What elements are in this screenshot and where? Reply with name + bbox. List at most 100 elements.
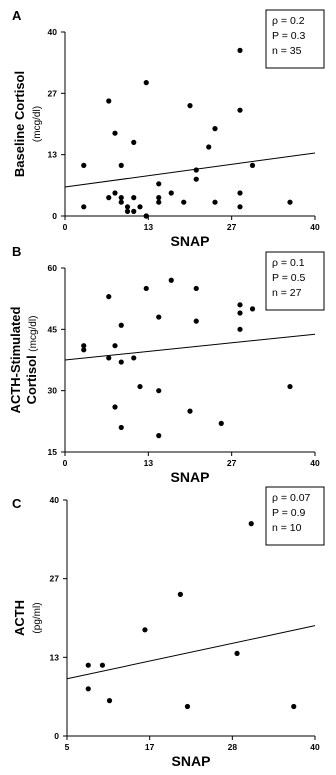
data-point — [118, 322, 124, 328]
data-point — [168, 190, 174, 196]
data-point — [118, 424, 124, 431]
data-point — [177, 591, 183, 598]
x-tick-label: 5 — [65, 742, 70, 752]
data-point — [237, 310, 243, 316]
data-point — [212, 126, 218, 132]
y-tick-label: 30 — [48, 386, 58, 396]
data-point — [112, 343, 118, 349]
x-tick-label: 0 — [63, 222, 68, 232]
stats-box — [265, 251, 325, 311]
y-axis-unit: (pg/ml) — [32, 602, 43, 633]
data-point — [131, 139, 137, 145]
x-tick-label: 0 — [63, 458, 68, 468]
stats-line: n = 35 — [272, 45, 302, 57]
data-point — [81, 204, 87, 210]
stats-line: P = 0.5 — [272, 272, 306, 284]
data-point — [106, 294, 112, 300]
y-tick-label: 45 — [48, 324, 58, 334]
x-axis-label: SNAP — [171, 469, 210, 485]
y-tick-label: 13 — [48, 150, 58, 160]
data-point — [118, 162, 124, 168]
data-point — [237, 302, 243, 308]
data-point — [287, 199, 293, 205]
y-tick-label: 60 — [48, 263, 58, 273]
data-point — [112, 190, 118, 196]
stats-line: ρ = 0.1 — [272, 257, 305, 269]
stats-line: ρ = 0.07 — [272, 492, 311, 504]
data-point — [156, 433, 162, 439]
x-tick-label: 17 — [145, 742, 155, 752]
x-tick-label: 13 — [144, 222, 154, 232]
data-point — [142, 627, 148, 633]
x-tick-label: 27 — [227, 222, 237, 232]
data-point — [99, 662, 106, 668]
panel-label: B — [12, 244, 21, 259]
y-axis-unit: (mcg/dl) — [28, 316, 39, 352]
y-tick-label: 40 — [50, 495, 60, 505]
stats-line: P = 0.9 — [272, 507, 306, 519]
data-point — [237, 107, 243, 113]
data-point — [206, 144, 212, 150]
y-tick-label: 27 — [48, 88, 58, 98]
data-point — [112, 130, 118, 136]
data-point — [156, 181, 162, 187]
data-point — [131, 355, 137, 361]
y-tick-label: 0 — [52, 211, 57, 221]
data-point — [181, 199, 187, 205]
data-point — [81, 343, 87, 349]
data-point — [131, 208, 137, 214]
stats-line: n = 10 — [272, 522, 302, 534]
data-point — [124, 204, 131, 210]
y-tick-label: 40 — [48, 27, 58, 37]
data-point — [156, 314, 162, 320]
trend-line — [64, 152, 316, 188]
x-tick-label: 40 — [310, 742, 320, 752]
data-point — [184, 703, 191, 710]
stats-line: n = 27 — [272, 287, 302, 299]
data-point — [237, 326, 243, 332]
y-axis-label: ACTH — [12, 600, 27, 636]
stats-box — [265, 9, 325, 69]
data-point — [234, 650, 240, 657]
data-point — [249, 306, 256, 312]
data-point — [237, 204, 243, 210]
data-point — [131, 195, 137, 201]
data-point — [137, 204, 143, 210]
data-point — [106, 195, 112, 201]
data-point — [124, 208, 131, 214]
data-point — [237, 190, 243, 196]
panel-label: C — [12, 496, 22, 511]
data-point — [118, 195, 124, 201]
stats-line: ρ = 0.2 — [272, 15, 305, 27]
data-point — [118, 359, 124, 365]
x-tick-label: 13 — [144, 458, 154, 468]
data-point — [112, 404, 118, 410]
x-axis-label: SNAP — [172, 753, 211, 769]
x-tick-label: 27 — [227, 458, 237, 468]
data-point — [248, 521, 254, 527]
data-point — [156, 388, 162, 394]
data-point — [168, 277, 174, 283]
y-axis-label-main: Cortisol — [24, 352, 39, 405]
data-point — [118, 199, 124, 205]
data-point — [156, 195, 162, 201]
x-tick-label: 40 — [310, 458, 320, 468]
data-point — [137, 383, 143, 390]
stats-line: P = 0.3 — [272, 30, 306, 42]
trend-line — [64, 333, 316, 361]
data-point — [287, 383, 293, 390]
panel-label: A — [12, 8, 22, 23]
data-point — [143, 80, 149, 86]
data-point — [85, 686, 91, 692]
data-point — [106, 98, 112, 104]
y-axis-label-line2: Cortisol (mcg/dl) — [24, 316, 39, 405]
data-point — [218, 420, 224, 426]
data-point — [249, 162, 256, 168]
data-point — [187, 103, 193, 109]
data-point — [143, 285, 149, 292]
data-point — [237, 47, 243, 54]
y-axis-label: ACTH-Stimulated — [8, 306, 23, 413]
x-tick-label: 28 — [228, 742, 238, 752]
stats-box — [265, 486, 325, 546]
